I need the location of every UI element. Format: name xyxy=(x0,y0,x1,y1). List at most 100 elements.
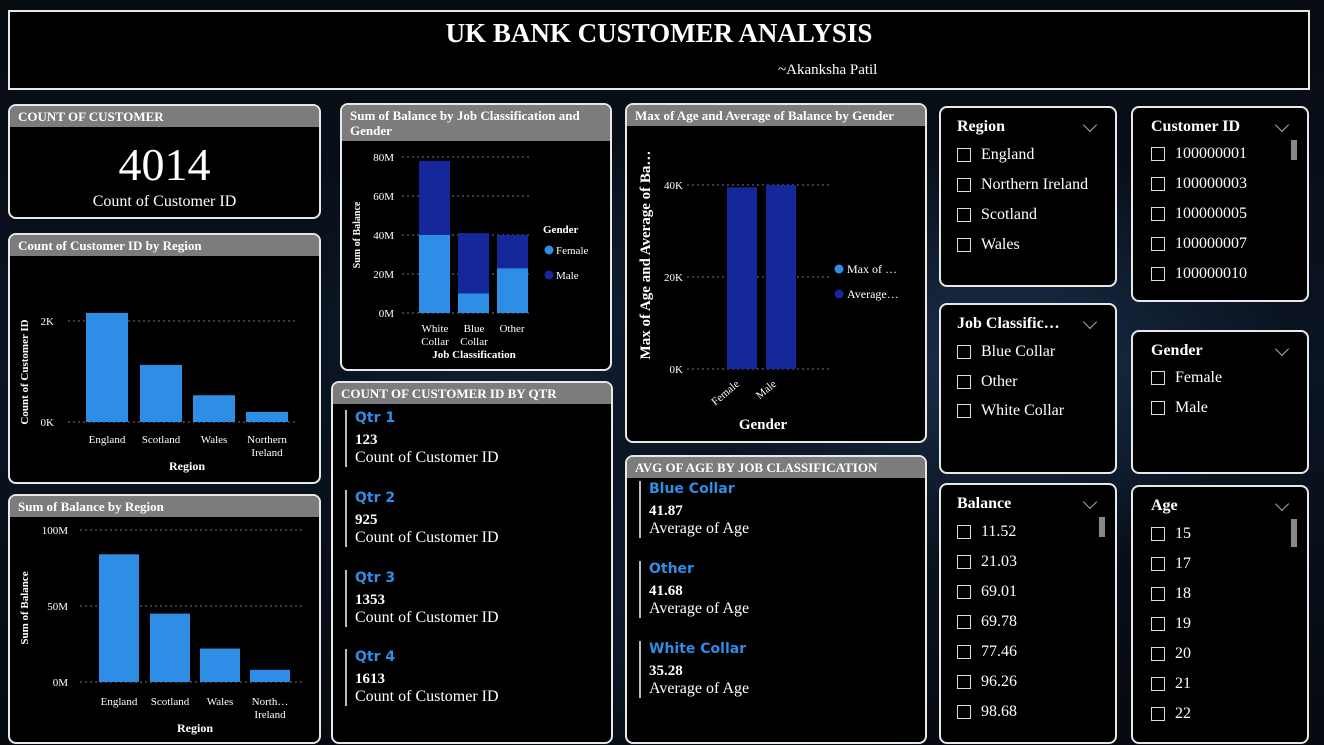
slicer-option[interactable]: 100000010 xyxy=(1151,265,1247,283)
checkbox[interactable] xyxy=(957,148,971,162)
bar-wales[interactable] xyxy=(200,648,240,682)
bar-female-white-collar[interactable] xyxy=(419,235,450,313)
checkbox[interactable] xyxy=(957,645,971,659)
slicer-option[interactable]: 69.78 xyxy=(957,613,1017,631)
bar-england[interactable] xyxy=(99,554,139,682)
checkbox[interactable] xyxy=(1151,177,1165,191)
bar-scotland[interactable] xyxy=(150,613,190,682)
slicer-option[interactable]: Female xyxy=(1151,369,1222,387)
checkbox[interactable] xyxy=(1151,237,1165,251)
checkbox[interactable] xyxy=(1151,647,1165,661)
scrollbar[interactable] xyxy=(1099,517,1105,537)
slicer-option[interactable]: 19 xyxy=(1151,615,1191,633)
slicer-option[interactable]: 18 xyxy=(1151,585,1191,603)
checkbox[interactable] xyxy=(957,525,971,539)
slicer-option[interactable]: 96.26 xyxy=(957,673,1017,691)
option-label: 98.68 xyxy=(981,703,1017,720)
slicer-option[interactable]: 100000007 xyxy=(1151,235,1247,253)
x-axis-title: Region xyxy=(169,459,205,473)
checkbox[interactable] xyxy=(1151,147,1165,161)
chevron-down-icon[interactable] xyxy=(1082,314,1098,330)
bar-male-white-collar[interactable] xyxy=(419,160,450,235)
slicer-option[interactable]: 20 xyxy=(1151,645,1191,663)
checkbox[interactable] xyxy=(1151,557,1165,571)
qtr-count-card[interactable]: COUNT OF CUSTOMER ID BY QTR Qtr 1 123 Co… xyxy=(331,381,613,744)
checkbox[interactable] xyxy=(957,375,971,389)
slicer-option[interactable]: 22 xyxy=(1151,705,1191,723)
slicer-option[interactable]: 77.46 xyxy=(957,643,1017,661)
slicer-option[interactable]: 69.01 xyxy=(957,583,1017,601)
checkbox[interactable] xyxy=(957,238,971,252)
checkbox[interactable] xyxy=(957,208,971,222)
bar-northern-ireland[interactable] xyxy=(250,669,290,682)
age-balance-by-gender-chart[interactable]: Max of Age and Average of Balance by Gen… xyxy=(625,103,927,443)
count-by-region-chart[interactable]: Count of Customer ID by Region 2K 0K Cou… xyxy=(8,233,321,484)
slicer-option[interactable]: 100000003 xyxy=(1151,175,1247,193)
balance-slicer[interactable]: Balance 11.52 21.03 69.01 69.78 77.46 96… xyxy=(939,483,1117,744)
slicer-option[interactable]: Northern Ireland xyxy=(957,176,1088,194)
slicer-option[interactable]: 100000001 xyxy=(1151,145,1247,163)
count-customer-card[interactable]: COUNT OF CUSTOMER 4014 Count of Customer… xyxy=(8,104,321,219)
balance-by-region-chart[interactable]: Sum of Balance by Region 100M 50M 0M Sum… xyxy=(8,494,321,744)
title-banner: UK BANK CUSTOMER ANALYSIS ~Akanksha Pati… xyxy=(8,10,1310,90)
checkbox[interactable] xyxy=(957,178,971,192)
slicer-option[interactable]: 100000005 xyxy=(1151,205,1247,223)
slicer-option[interactable]: 17 xyxy=(1151,555,1191,573)
bar-male-blue-collar[interactable] xyxy=(458,233,489,294)
bar-avg-balance-male[interactable] xyxy=(766,185,796,369)
checkbox[interactable] xyxy=(1151,677,1165,691)
checkbox[interactable] xyxy=(957,345,971,359)
checkbox[interactable] xyxy=(957,404,971,418)
bar-male-other[interactable] xyxy=(497,235,528,269)
slicer-option[interactable]: 98.68 xyxy=(957,703,1017,721)
gender-slicer[interactable]: Gender Female Male xyxy=(1131,330,1309,474)
slicer-option[interactable]: Scotland xyxy=(957,206,1037,224)
balance-by-job-chart[interactable]: Sum of Balance by Job Classification and… xyxy=(340,103,612,371)
slicer-option[interactable]: Wales xyxy=(957,236,1020,254)
chevron-down-icon[interactable] xyxy=(1274,117,1290,133)
checkbox[interactable] xyxy=(957,585,971,599)
chevron-down-icon[interactable] xyxy=(1274,341,1290,357)
chevron-down-icon[interactable] xyxy=(1082,117,1098,133)
slicer-option[interactable]: 21.03 xyxy=(957,553,1017,571)
avg-age-by-job-card[interactable]: AVG OF AGE BY JOB CLASSIFICATION Blue Co… xyxy=(625,455,927,744)
region-slicer[interactable]: Region England Northern Ireland Scotland… xyxy=(939,106,1117,287)
slicer-option[interactable]: 11.52 xyxy=(957,523,1016,541)
y-tick-label: 60M xyxy=(373,191,394,203)
checkbox[interactable] xyxy=(1151,207,1165,221)
bar-england[interactable] xyxy=(86,312,128,422)
customer-id-slicer[interactable]: Customer ID 100000001 100000003 10000000… xyxy=(1131,106,1309,302)
checkbox[interactable] xyxy=(957,615,971,629)
slicer-option[interactable]: Other xyxy=(957,373,1017,391)
checkbox[interactable] xyxy=(957,675,971,689)
checkbox[interactable] xyxy=(1151,267,1165,281)
slicer-option[interactable]: 21 xyxy=(1151,675,1191,693)
checkbox[interactable] xyxy=(1151,617,1165,631)
slicer-option[interactable]: Blue Collar xyxy=(957,343,1055,361)
chevron-down-icon[interactable] xyxy=(1082,494,1098,510)
checkbox[interactable] xyxy=(1151,401,1165,415)
checkbox[interactable] xyxy=(1151,527,1165,541)
checkbox[interactable] xyxy=(957,555,971,569)
slicer-option[interactable]: 15 xyxy=(1151,525,1191,543)
bar-wales[interactable] xyxy=(193,395,235,422)
option-label: 15 xyxy=(1175,525,1191,542)
bar-avg-balance-female[interactable] xyxy=(727,187,757,369)
checkbox[interactable] xyxy=(1151,707,1165,721)
checkbox[interactable] xyxy=(957,705,971,719)
slicer-option[interactable]: Male xyxy=(1151,399,1208,417)
checkbox[interactable] xyxy=(1151,587,1165,601)
bar-scotland[interactable] xyxy=(140,364,182,422)
bar-northern-ireland[interactable] xyxy=(246,411,288,422)
bar-female-other[interactable] xyxy=(497,268,528,313)
checkbox[interactable] xyxy=(1151,371,1165,385)
slicer-title: Customer ID xyxy=(1151,118,1241,135)
slicer-option[interactable]: White Collar xyxy=(957,402,1064,420)
scrollbar[interactable] xyxy=(1291,519,1297,547)
slicer-option[interactable]: England xyxy=(957,146,1034,164)
chevron-down-icon[interactable] xyxy=(1274,496,1290,512)
age-slicer[interactable]: Age 15 17 18 19 20 21 22 xyxy=(1131,485,1309,744)
bar-female-blue-collar[interactable] xyxy=(458,293,489,314)
scrollbar[interactable] xyxy=(1291,140,1297,160)
job-classification-slicer[interactable]: Job Classific… Blue Collar Other White C… xyxy=(939,303,1117,474)
